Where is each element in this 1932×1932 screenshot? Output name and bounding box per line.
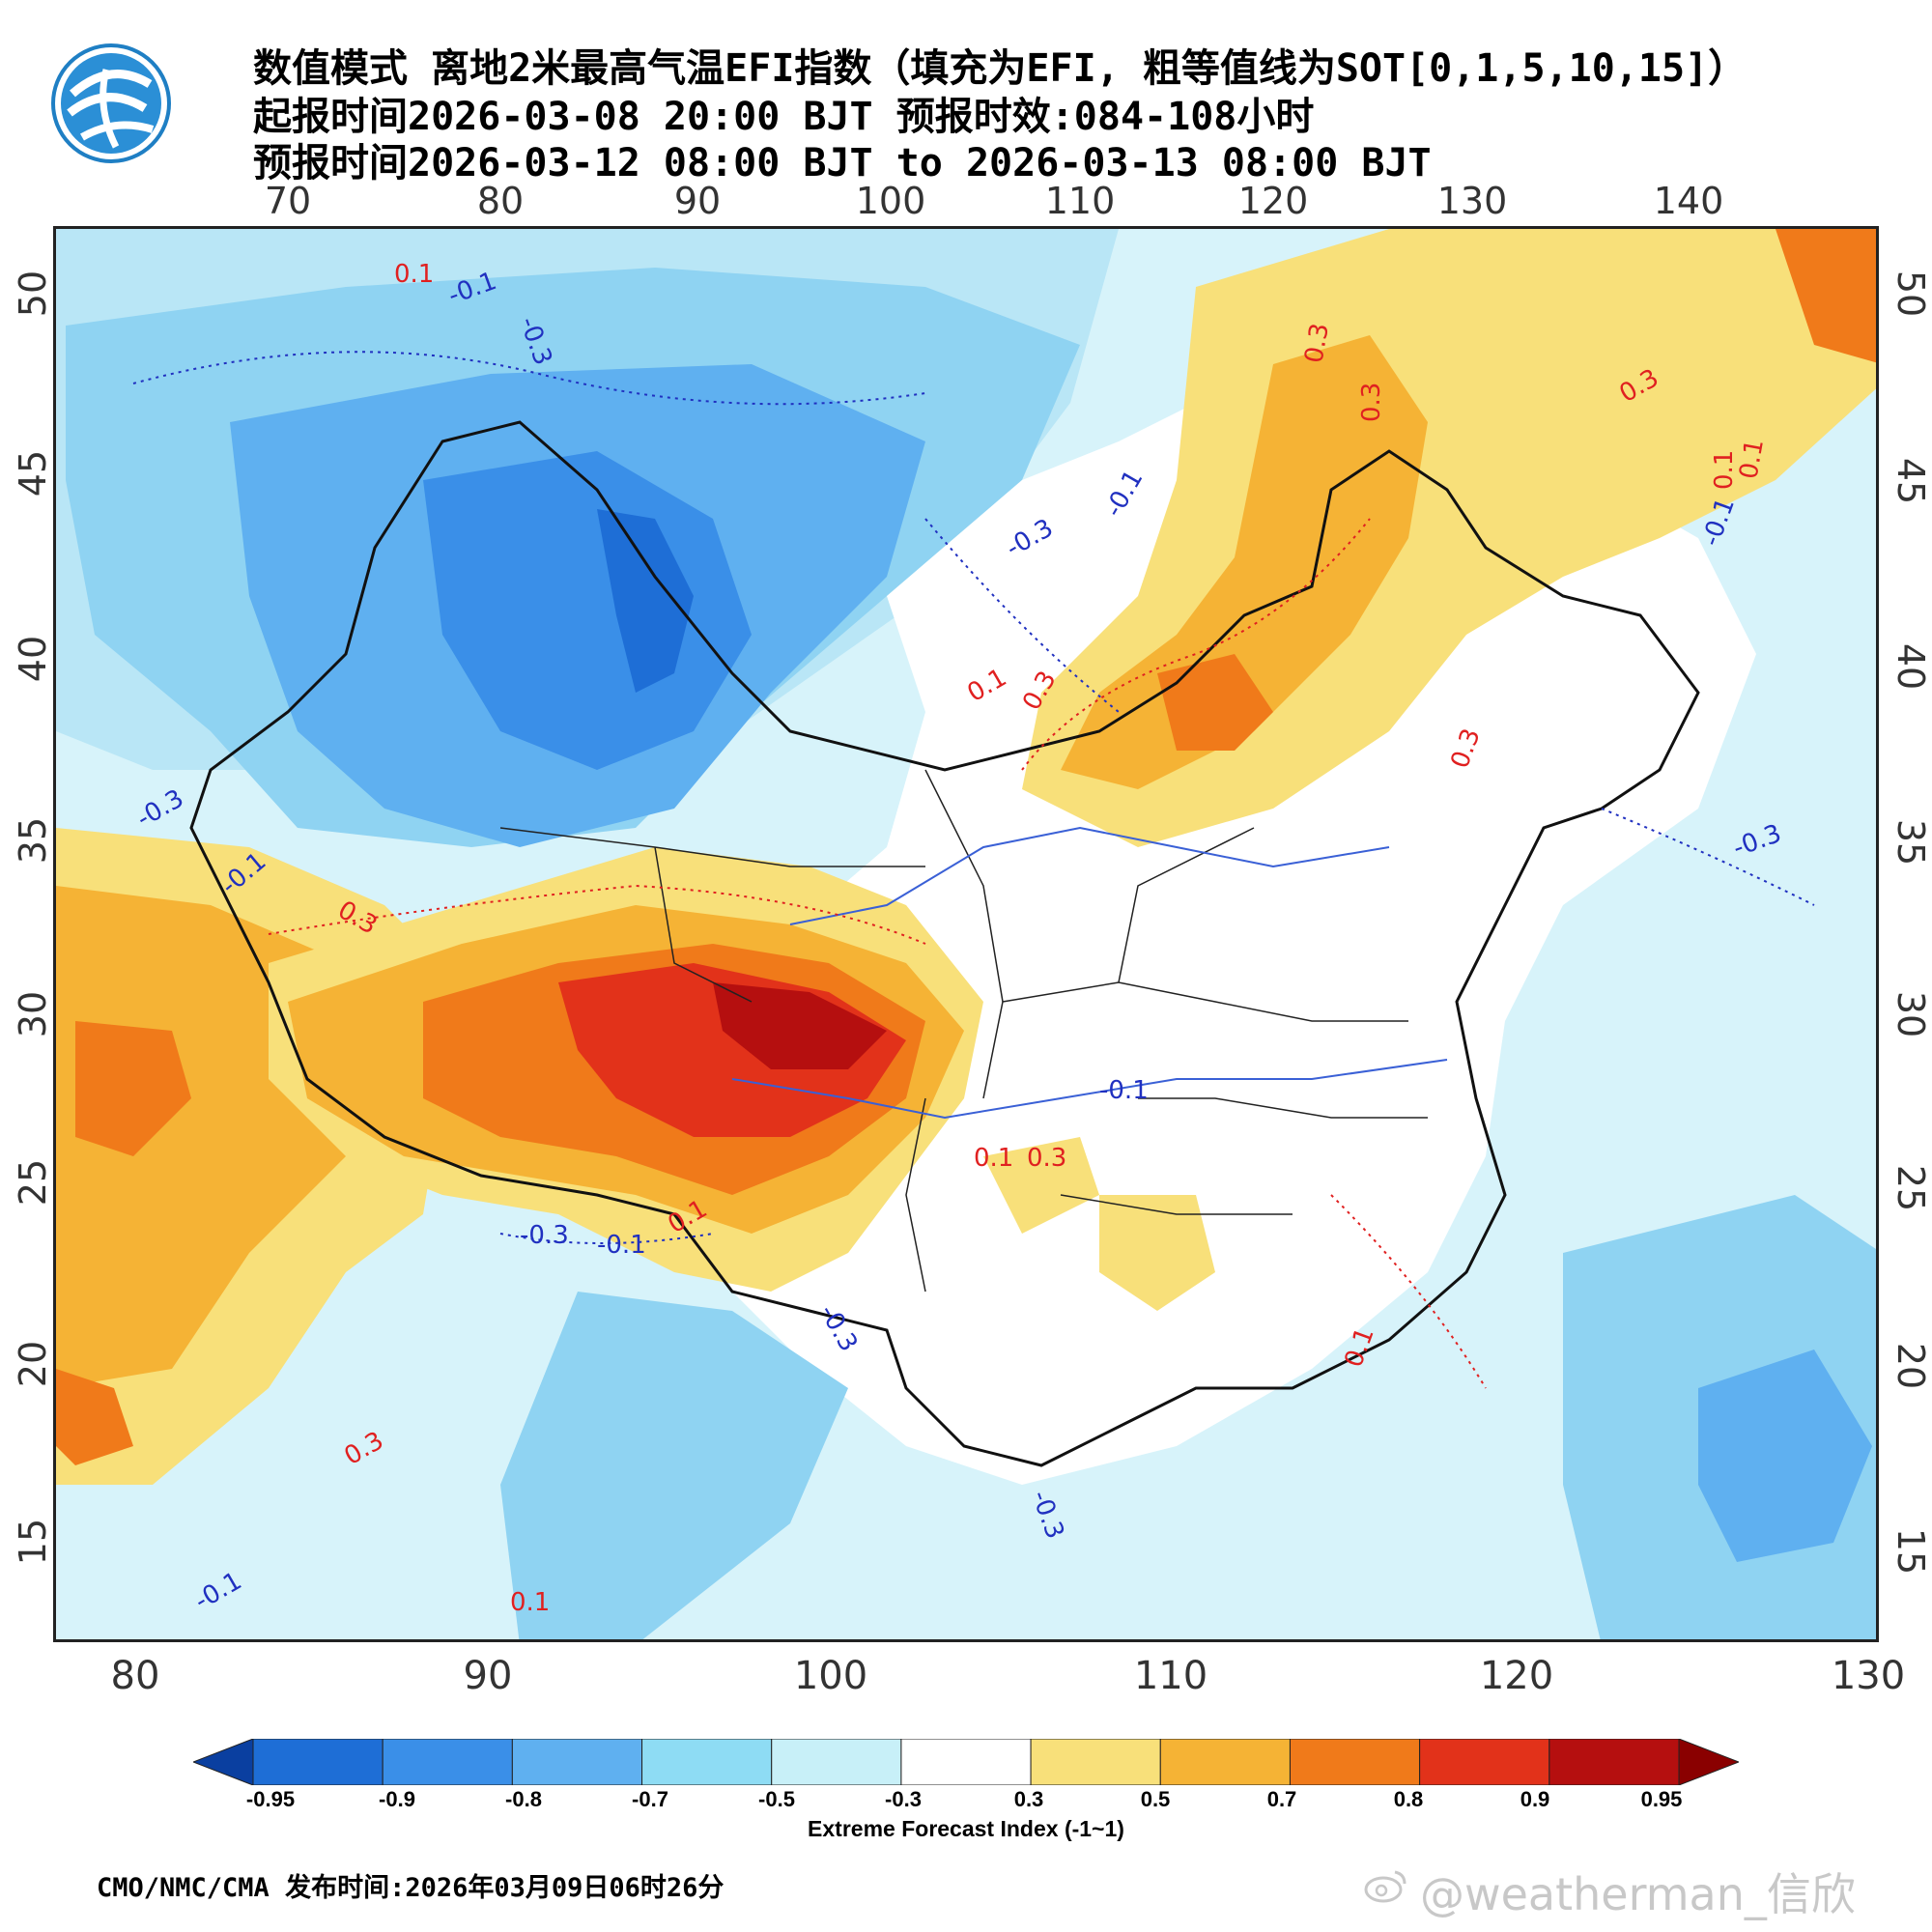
issuer-footer: CMO/NMC/CMA 发布时间:2026年03月09日06时26分: [97, 1873, 724, 1903]
lat-left-label: 45: [12, 449, 54, 497]
lon-bottom-label: 130: [1831, 1654, 1906, 1698]
lat-right-label: 45: [1889, 457, 1932, 505]
efi-band-darkest-blue: [597, 509, 694, 693]
colorbar-segment: [1419, 1739, 1550, 1785]
efi-band-dark-blue: [423, 451, 752, 770]
lat-right-label: 35: [1889, 818, 1932, 867]
contour-blue-dotted: [132, 351, 926, 406]
efi-band-orange-far-ne: [1776, 229, 1876, 363]
contour-label: -0.3: [520, 1221, 569, 1250]
efi-band-deep-orange-northeast: [1157, 654, 1273, 751]
efi-map-canvas: 0.1 -0.1 -0.3 0.3 0.1 0.3 -0.1 -0.3 0.3 …: [56, 229, 1876, 1639]
efi-band-orange-northeast: [1061, 335, 1428, 789]
lat-left-label: 30: [12, 990, 54, 1038]
efi-colorbar: [193, 1739, 1739, 1785]
colorbar-tick-label: 0.95: [1640, 1787, 1683, 1811]
contour-red-dotted: [1021, 518, 1371, 771]
efi-band-medium-blue-southeast: [1698, 1350, 1872, 1562]
init-time-text: 起报时间2026-03-08 20:00 BJT 预报时效:084-108小时: [253, 95, 1315, 139]
lon-top-label: 80: [476, 180, 525, 222]
river-lines: [731, 826, 1448, 1120]
lon-bottom-label: 100: [793, 1654, 868, 1698]
colorbar-tick-label: 0.8: [1393, 1787, 1424, 1811]
colorbar-segment: [511, 1739, 643, 1785]
watermark-text: @weatherman_信欣: [1420, 1868, 1856, 1920]
colorbar-tick-label: -0.9: [379, 1787, 415, 1811]
colorbar-tick-label: -0.3: [885, 1787, 922, 1811]
colorbar-tick-label: -0.5: [758, 1787, 795, 1811]
contour-label: 0.3: [1299, 321, 1335, 365]
colorbar-tick-label: -0.8: [505, 1787, 542, 1811]
contour-label: 0.3: [1357, 383, 1386, 422]
colorbar-tick-label: 0.9: [1520, 1787, 1550, 1811]
china-border: [189, 420, 1700, 1467]
contour-red-dotted: [1330, 1194, 1487, 1389]
colorbar-title: Extreme Forecast Index (-1~1): [808, 1816, 1124, 1841]
lon-top-label: 100: [855, 180, 926, 222]
colorbar-tick-label: 0.5: [1140, 1787, 1171, 1811]
efi-band-yellow-south-china: [1099, 1195, 1215, 1311]
efi-map: 0.1 -0.1 -0.3 0.3 0.1 0.3 -0.1 -0.3 0.3 …: [53, 226, 1879, 1642]
map-title: 数值模式 离地2米最高气温EFI指数（填充为EFI, 粗等值线为SOT[0,1,…: [253, 46, 1747, 91]
lat-right-label: 15: [1889, 1527, 1932, 1576]
colorbar-segment: [252, 1739, 384, 1785]
contour-label: -0.1: [1099, 1076, 1149, 1105]
lat-right-label: 30: [1889, 990, 1932, 1038]
colorbar-segment: [1548, 1739, 1680, 1785]
efi-band-blue-south: [500, 1292, 848, 1639]
valid-time-text: 预报时间2026-03-12 08:00 BJT to 2026-03-13 0…: [253, 141, 1432, 185]
efi-band-dark-red-tibet: [713, 982, 887, 1069]
lat-left-label: 35: [12, 816, 54, 865]
lat-left-label: 40: [12, 635, 54, 683]
contour-label: 0.1: [974, 1144, 1013, 1173]
contour-label: 0.1: [394, 260, 434, 289]
lat-right-label: 20: [1889, 1342, 1932, 1390]
lon-bottom-label: 110: [1133, 1654, 1208, 1698]
colorbar-segment: [382, 1739, 513, 1785]
cma-logo: [51, 43, 171, 163]
efi-band-yellow-sichuan: [983, 1137, 1099, 1234]
colorbar-segment: [193, 1739, 254, 1785]
colorbar-segment: [1030, 1739, 1161, 1785]
contour-label: 0.1: [1734, 437, 1770, 481]
lat-left-label: 25: [12, 1158, 54, 1207]
contour-label: 0.3: [1027, 1144, 1066, 1173]
contour-label: -0.1: [597, 1231, 646, 1260]
colorbar-tick-label: -0.95: [245, 1787, 296, 1811]
efi-band-deep-orange-west: [75, 1021, 191, 1156]
colorbar-segment: [1678, 1739, 1739, 1785]
lon-top-label: 130: [1436, 180, 1508, 222]
colorbar-tick-label: -0.7: [632, 1787, 668, 1811]
lon-bottom-label: 90: [463, 1654, 513, 1698]
lon-top-label: 110: [1044, 180, 1116, 222]
lon-top-label: 140: [1653, 180, 1724, 222]
colorbar-segment: [641, 1739, 773, 1785]
colorbar-segment: [771, 1739, 902, 1785]
lon-bottom-label: 120: [1479, 1654, 1554, 1698]
contour-blue-dotted: [924, 518, 1120, 713]
contour-blue-dotted: [499, 1233, 714, 1244]
efi-band-deep-orange-southwest: [56, 1369, 133, 1465]
colorbar-segment: [1159, 1739, 1291, 1785]
lat-left-label: 20: [12, 1340, 54, 1388]
efi-band-neutral: [655, 364, 1756, 1485]
weibo-icon: [1364, 1870, 1406, 1903]
lon-top-label: 90: [673, 180, 722, 222]
lat-right-label: 25: [1889, 1164, 1932, 1212]
lat-left-label: 15: [12, 1518, 54, 1566]
colorbar-tick-label: 0.7: [1266, 1787, 1297, 1811]
colorbar-segment: [1289, 1739, 1421, 1785]
lon-top-label: 120: [1237, 180, 1309, 222]
lat-right-label: 50: [1889, 270, 1932, 318]
province-lines: [499, 769, 1428, 1293]
lat-left-label: 50: [12, 270, 54, 318]
lon-top-label: 70: [264, 180, 312, 222]
colorbar-segment: [900, 1739, 1032, 1785]
contour-label: 0.1: [1710, 450, 1739, 490]
lon-bottom-label: 80: [110, 1654, 160, 1698]
lat-right-label: 40: [1889, 642, 1932, 691]
contour-label: 0.1: [510, 1588, 550, 1617]
colorbar-tick-label: 0.3: [1013, 1787, 1044, 1811]
